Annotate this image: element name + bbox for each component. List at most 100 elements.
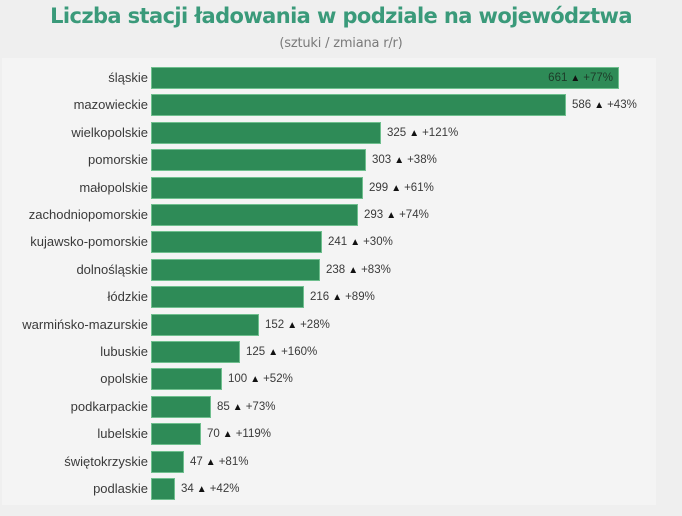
category-label: łódzkie bbox=[107, 289, 148, 305]
chart-subtitle: (sztuki / zmiana r/r) bbox=[279, 36, 403, 51]
bar-row: kujawsko-pomorskie 241 ▲ +30% bbox=[2, 231, 656, 254]
change-percent: +42% bbox=[209, 483, 240, 495]
value-label: 303 ▲ +38% bbox=[372, 149, 437, 171]
triangle-up-icon: ▲ bbox=[394, 155, 405, 167]
value-number: 293 bbox=[364, 209, 384, 221]
bar-row: śląskie 661 ▲ +77% bbox=[2, 67, 656, 89]
bar bbox=[151, 121, 381, 144]
triangle-up-icon: ▲ bbox=[205, 456, 216, 468]
value-number: 85 bbox=[217, 400, 230, 413]
bar bbox=[151, 478, 175, 500]
bar-row: lubelskie 70 ▲ +119% bbox=[2, 423, 656, 446]
change-percent: +119% bbox=[235, 428, 271, 441]
value-label: 70 ▲ +119% bbox=[207, 423, 271, 445]
value-label: 216 ▲ +89% bbox=[310, 286, 375, 308]
category-label: pomorskie bbox=[88, 152, 148, 168]
value-label: 293 ▲ +74% bbox=[364, 204, 429, 226]
change-percent: +43% bbox=[607, 99, 637, 112]
bar bbox=[151, 67, 619, 89]
change-percent: +89% bbox=[345, 291, 375, 304]
change-percent: +77% bbox=[583, 72, 613, 84]
bar-row: wielkopolskie 325 ▲ +121% bbox=[2, 121, 656, 144]
triangle-up-icon: ▲ bbox=[350, 237, 361, 249]
bar bbox=[151, 176, 363, 199]
category-label: małopolskie bbox=[79, 179, 148, 195]
value-number: 34 bbox=[181, 483, 194, 495]
category-label: opolskie bbox=[100, 371, 148, 387]
value-number: 47 bbox=[190, 455, 203, 468]
category-label: lubelskie bbox=[97, 426, 148, 442]
bar-row: dolnośląskie 238 ▲ +83% bbox=[2, 258, 656, 281]
category-label: mazowieckie bbox=[73, 97, 148, 113]
value-number: 238 bbox=[326, 263, 346, 276]
category-label: śląskie bbox=[108, 70, 148, 85]
bar-row: pomorskie 303 ▲ +38% bbox=[2, 149, 656, 172]
bar bbox=[151, 450, 184, 473]
bar bbox=[151, 395, 211, 418]
category-label: warmińsko-mazurskie bbox=[22, 316, 148, 332]
bar-row: opolskie 100 ▲ +52% bbox=[2, 368, 656, 391]
value-label: 661 ▲ +77% bbox=[548, 67, 613, 89]
value-label: 100 ▲ +52% bbox=[228, 368, 293, 390]
value-label: 586 ▲ +43% bbox=[572, 94, 637, 116]
bar bbox=[151, 423, 201, 446]
triangle-up-icon: ▲ bbox=[386, 210, 397, 221]
change-percent: +121% bbox=[422, 126, 459, 139]
bar bbox=[151, 341, 240, 363]
category-label: wielkopolskie bbox=[71, 124, 148, 140]
bar bbox=[151, 231, 322, 254]
value-label: 34 ▲ +42% bbox=[181, 478, 239, 500]
change-percent: +38% bbox=[407, 154, 437, 167]
bar bbox=[151, 94, 566, 117]
change-percent: +30% bbox=[363, 236, 393, 249]
triangle-up-icon: ▲ bbox=[287, 319, 298, 331]
category-label: lubuskie bbox=[100, 344, 148, 359]
triangle-up-icon: ▲ bbox=[332, 292, 343, 304]
category-label: podkarpackie bbox=[70, 398, 148, 414]
triangle-up-icon: ▲ bbox=[409, 127, 420, 139]
bar-row: łódzkie 216 ▲ +89% bbox=[2, 286, 656, 309]
value-label: 241 ▲ +30% bbox=[328, 231, 393, 253]
value-label: 238 ▲ +83% bbox=[326, 259, 391, 281]
triangle-up-icon: ▲ bbox=[268, 347, 279, 358]
triangle-up-icon: ▲ bbox=[594, 100, 605, 112]
change-percent: +81% bbox=[218, 455, 249, 468]
value-number: 152 bbox=[265, 318, 285, 331]
triangle-up-icon: ▲ bbox=[570, 73, 581, 84]
bar bbox=[151, 368, 222, 391]
change-percent: +52% bbox=[263, 373, 293, 386]
value-number: 325 bbox=[387, 126, 407, 139]
value-label: 299 ▲ +61% bbox=[369, 177, 434, 199]
value-number: 299 bbox=[369, 181, 389, 194]
triangle-up-icon: ▲ bbox=[348, 264, 359, 276]
change-percent: +160% bbox=[281, 346, 318, 358]
value-number: 303 bbox=[372, 154, 392, 167]
value-number: 70 bbox=[207, 428, 220, 441]
value-label: 152 ▲ +28% bbox=[265, 314, 330, 336]
category-label: podlaskie bbox=[93, 481, 148, 496]
bar-row: podkarpackie 85 ▲ +73% bbox=[2, 395, 656, 418]
bar-row: zachodniopomorskie 293 ▲ +74% bbox=[2, 204, 656, 226]
bar bbox=[151, 258, 320, 281]
change-percent: +28% bbox=[300, 318, 330, 331]
triangle-up-icon: ▲ bbox=[391, 182, 402, 194]
value-label: 47 ▲ +81% bbox=[190, 451, 248, 473]
category-label: zachodniopomorskie bbox=[28, 207, 148, 222]
bar-row: świętokrzyskie 47 ▲ +81% bbox=[2, 450, 656, 473]
bar-row: małopolskie 299 ▲ +61% bbox=[2, 176, 656, 199]
change-percent: +61% bbox=[404, 181, 434, 194]
change-percent: +83% bbox=[361, 263, 391, 276]
triangle-up-icon: ▲ bbox=[222, 429, 233, 441]
bar bbox=[151, 149, 366, 172]
value-label: 325 ▲ +121% bbox=[387, 122, 458, 144]
bar bbox=[151, 204, 358, 226]
triangle-up-icon: ▲ bbox=[232, 401, 243, 413]
bar-row: lubuskie 125 ▲ +160% bbox=[2, 341, 656, 363]
category-label: dolnośląskie bbox=[76, 261, 148, 277]
bar bbox=[151, 286, 304, 309]
value-number: 241 bbox=[328, 236, 348, 249]
value-number: 661 bbox=[548, 72, 568, 84]
change-percent: +73% bbox=[245, 400, 276, 413]
bar bbox=[151, 313, 259, 336]
bar-row: mazowieckie 586 ▲ +43% bbox=[2, 94, 656, 117]
